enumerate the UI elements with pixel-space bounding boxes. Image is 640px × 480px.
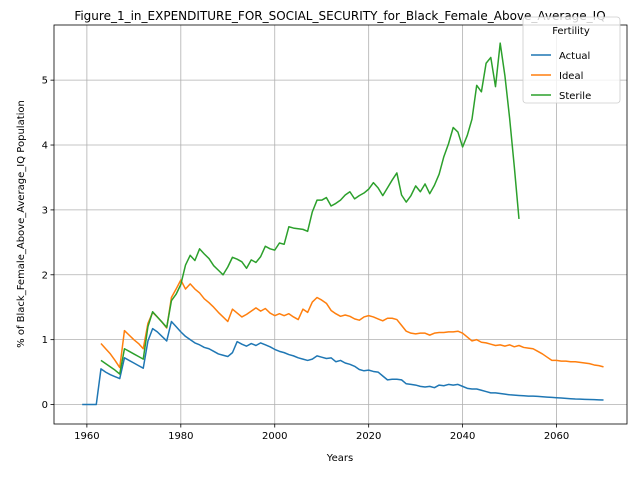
x-tick-label: 2060: [544, 431, 569, 442]
x-axis-label: Years: [326, 453, 353, 464]
y-tick-label: 0: [42, 400, 48, 411]
x-tick-label: 1960: [74, 431, 99, 442]
y-tick-label: 5: [42, 76, 48, 87]
x-tick-label: 2020: [356, 431, 381, 442]
legend-label-sterile: Sterile: [559, 91, 591, 102]
legend-title: Fertility: [552, 26, 590, 37]
y-tick-label: 1: [42, 335, 48, 346]
legend-label-ideal: Ideal: [559, 71, 583, 82]
x-tick-label: 2040: [450, 431, 475, 442]
x-tick-label: 1980: [168, 431, 193, 442]
legend-label-actual: Actual: [559, 51, 590, 62]
legend: Fertility Actual Ideal Sterile: [523, 17, 620, 103]
y-tick-label: 4: [42, 141, 48, 152]
y-tick-label: 3: [42, 205, 48, 216]
y-tick-label: 2: [42, 270, 48, 281]
y-axis-label: % of Black_Female_Above_Average_IQ Popul…: [16, 100, 27, 348]
x-tick-label: 2000: [262, 431, 287, 442]
